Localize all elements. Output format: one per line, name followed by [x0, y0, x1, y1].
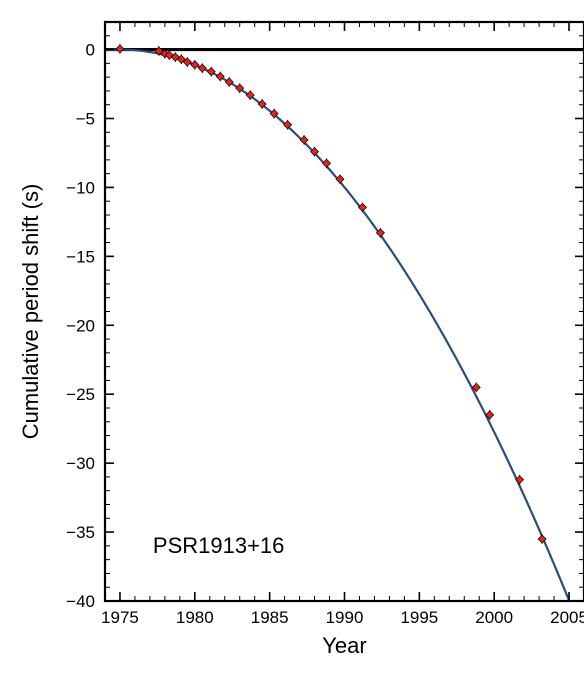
- period-shift-chart: 1975 1980 1985 1990 1995 2000 2005 0 −5 −10 −15 −20…: [10, 10, 584, 671]
- svg-text:2005: 2005: [550, 608, 584, 627]
- svg-text:−25: −25: [66, 385, 95, 404]
- svg-text:1980: 1980: [176, 608, 214, 627]
- svg-text:1985: 1985: [251, 608, 289, 627]
- svg-text:−5: −5: [76, 110, 95, 129]
- svg-text:−30: −30: [66, 454, 95, 473]
- svg-text:2000: 2000: [475, 608, 513, 627]
- svg-text:1995: 1995: [400, 608, 438, 627]
- svg-text:−20: −20: [66, 316, 95, 335]
- svg-text:1990: 1990: [326, 608, 364, 627]
- plot-title: PSR1913+16: [153, 533, 285, 558]
- svg-text:0: 0: [86, 41, 95, 60]
- chart-container: 19751980198519901995200020050−5−10−15−20…: [10, 10, 574, 676]
- y-axis-label: Cumulative period shift (s): [18, 184, 43, 440]
- svg-text:−15: −15: [66, 247, 95, 266]
- svg-text:−35: −35: [66, 523, 95, 542]
- svg-text:−40: −40: [66, 592, 95, 611]
- svg-text:1975: 1975: [101, 608, 139, 627]
- svg-text:−10: −10: [66, 178, 95, 197]
- x-axis-label: Year: [322, 633, 366, 658]
